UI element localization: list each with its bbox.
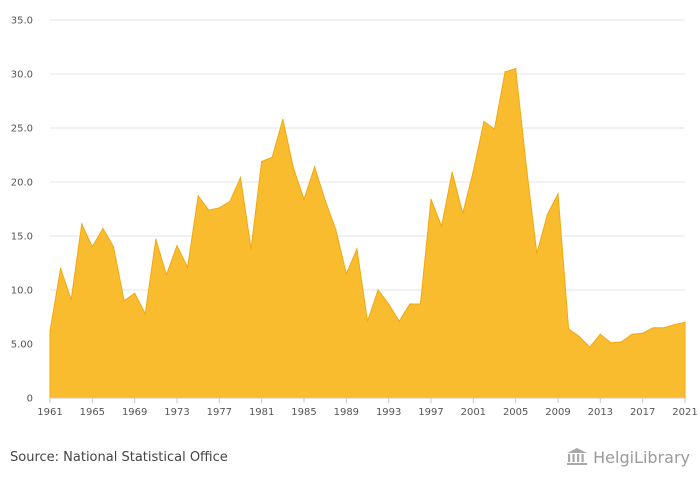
source-note: Source: National Statistical Office xyxy=(10,450,228,465)
data-point xyxy=(70,299,72,301)
x-tick-label: 1961 xyxy=(37,407,62,418)
data-point xyxy=(366,320,369,322)
y-tick-label: 35.0 xyxy=(11,16,33,27)
data-point xyxy=(451,171,453,173)
x-axis-ticks: 1961 1965 1969 1973 1977 1981 1985 1989 1993 1997… xyxy=(37,398,698,418)
x-tick-label: 1997 xyxy=(418,407,443,418)
y-tick-label: 25.0 xyxy=(11,124,33,135)
brand-name: HelgiLibrary xyxy=(593,447,690,467)
data-point xyxy=(409,303,411,305)
data-point xyxy=(567,328,570,330)
x-tick-label: 2001 xyxy=(461,407,486,418)
data-point xyxy=(388,303,390,305)
data-point xyxy=(218,207,220,209)
x-tick-label: 1993 xyxy=(376,407,401,418)
data-point xyxy=(536,252,538,254)
brand-logo: HelgiLibrary xyxy=(565,447,690,467)
data-point xyxy=(250,248,252,250)
data-point xyxy=(271,156,273,158)
data-point xyxy=(356,248,358,250)
data-point xyxy=(440,225,443,227)
y-tick-label: 30.0 xyxy=(11,70,33,81)
data-point xyxy=(377,289,379,291)
x-tick-label: 1973 xyxy=(164,407,189,418)
data-point xyxy=(91,246,93,248)
y-tick-label: 5.00 xyxy=(11,340,33,351)
data-point xyxy=(631,333,633,335)
x-tick-label: 2005 xyxy=(503,407,528,418)
data-point xyxy=(398,320,400,322)
data-area-series xyxy=(49,67,686,399)
data-point xyxy=(557,193,559,195)
data-point xyxy=(123,300,125,302)
data-point xyxy=(419,303,422,305)
data-point xyxy=(144,313,146,315)
y-tick-label: 10.0 xyxy=(11,286,33,297)
data-point xyxy=(282,118,284,120)
data-point xyxy=(599,333,601,335)
data-point xyxy=(134,292,136,294)
x-tick-label: 2009 xyxy=(545,407,570,418)
data-point xyxy=(165,274,168,276)
data-point xyxy=(483,120,485,123)
data-point xyxy=(49,330,51,332)
data-point xyxy=(239,177,242,179)
x-tick-label: 2017 xyxy=(630,407,655,418)
data-point xyxy=(59,267,62,269)
data-point xyxy=(430,198,432,200)
data-point xyxy=(546,213,549,215)
x-tick-label: 1989 xyxy=(334,407,359,418)
data-point xyxy=(292,167,295,169)
x-tick-label: 1977 xyxy=(207,407,232,418)
data-point xyxy=(186,266,189,268)
x-tick-label: 2013 xyxy=(588,407,613,418)
data-point xyxy=(589,346,591,348)
data-point xyxy=(684,321,686,323)
data-point xyxy=(673,323,676,326)
data-point xyxy=(663,327,665,329)
data-point xyxy=(620,341,623,343)
y-tick-label: 0 xyxy=(27,394,33,405)
y-tick-label: 15.0 xyxy=(11,232,33,243)
data-point xyxy=(324,199,326,201)
data-point xyxy=(208,209,210,211)
data-point xyxy=(155,238,157,240)
data-point xyxy=(642,332,644,334)
data-point xyxy=(102,227,104,230)
x-tick-label: 1965 xyxy=(80,407,105,418)
data-point xyxy=(81,223,83,225)
data-point xyxy=(229,200,231,203)
data-point xyxy=(493,128,496,130)
data-point xyxy=(112,246,115,248)
data-point xyxy=(578,335,580,338)
data-point xyxy=(610,342,612,344)
data-point xyxy=(176,245,178,247)
data-point xyxy=(261,160,263,163)
gridlines xyxy=(50,19,685,345)
data-point xyxy=(303,198,305,200)
x-tick-label: 1985 xyxy=(291,407,316,418)
x-tick-label: 2021 xyxy=(672,407,697,418)
y-axis-ticks: 0 5.00 10.0 15.0 20.0 25.0 30.0 35.0 xyxy=(11,16,33,405)
data-point xyxy=(313,166,316,168)
x-tick-label: 1981 xyxy=(249,407,274,418)
data-point xyxy=(515,68,517,70)
data-point xyxy=(462,212,464,214)
x-tick-label: 1969 xyxy=(122,407,147,418)
data-points xyxy=(49,68,686,348)
data-point xyxy=(197,195,199,197)
data-point xyxy=(504,71,506,73)
data-point xyxy=(472,170,474,172)
data-point xyxy=(335,228,337,231)
data-point xyxy=(345,273,347,275)
data-point xyxy=(525,165,527,167)
data-point xyxy=(652,327,654,329)
library-columns-icon xyxy=(565,447,589,467)
y-tick-label: 20.0 xyxy=(11,178,33,189)
